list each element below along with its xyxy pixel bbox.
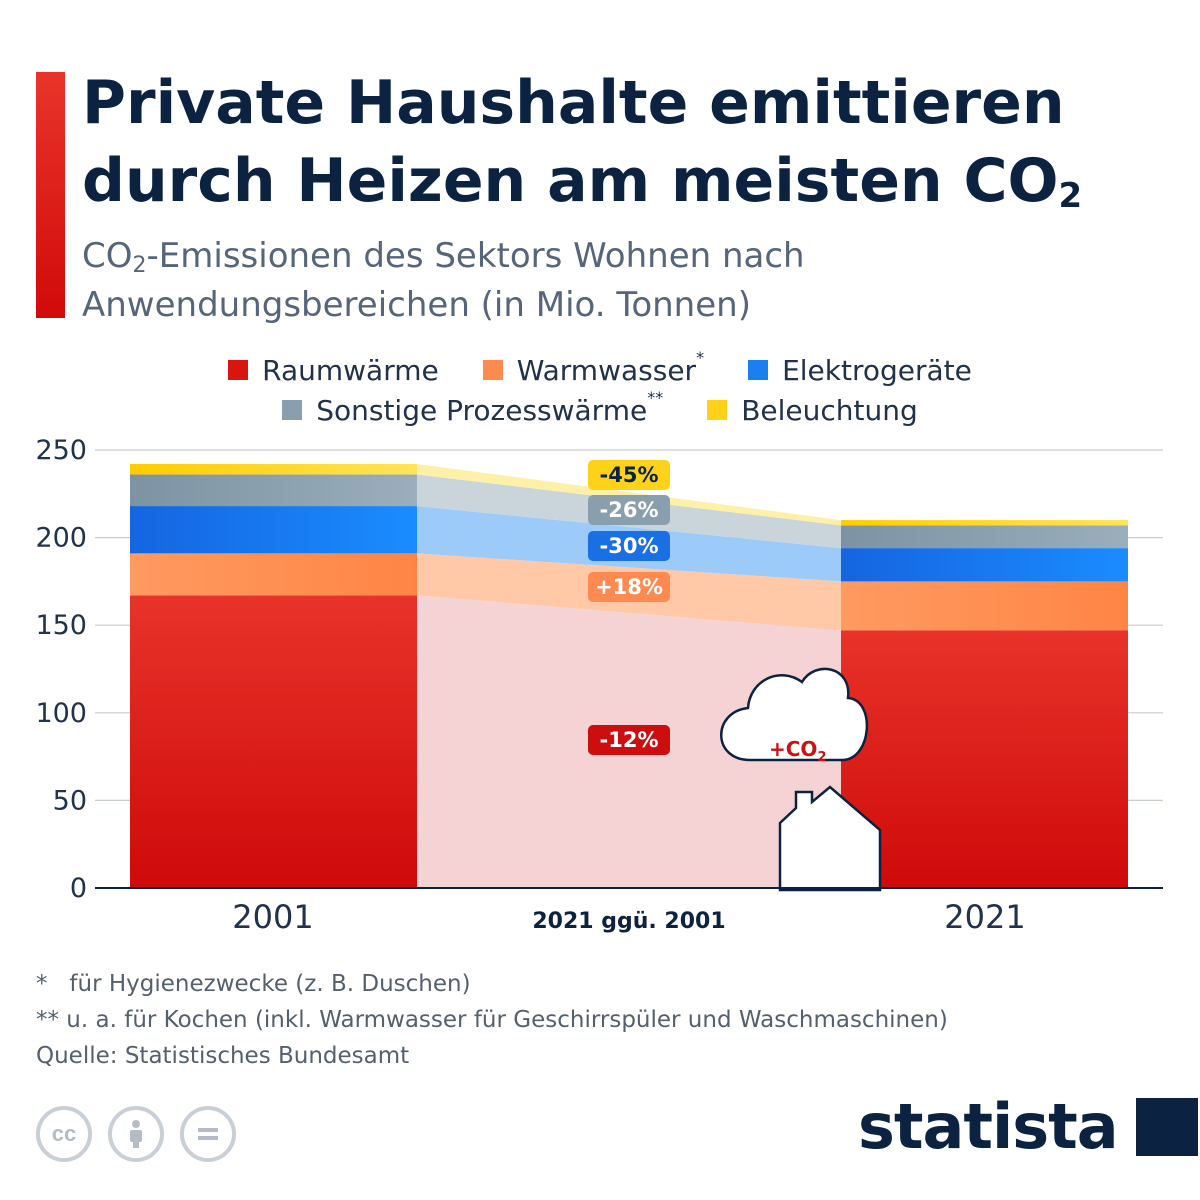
- bar-segment: [130, 464, 417, 475]
- bar-segment: [130, 553, 417, 596]
- legend-label: Warmwasser: [516, 353, 697, 387]
- legend-item-sonstige: Sonstige Prozesswärme**: [282, 388, 663, 427]
- bar-segment: [130, 474, 417, 507]
- change-badge-label: +18%: [595, 575, 663, 599]
- x-axis-label: 2021: [944, 898, 1025, 936]
- nd-icon: [180, 1106, 236, 1162]
- legend-footnote-mark: **: [647, 387, 664, 407]
- bars: [130, 464, 1128, 888]
- x-axis-label: 2001: [232, 898, 313, 936]
- change-badge-label: -30%: [600, 534, 659, 558]
- bar-segment: [130, 595, 417, 888]
- bar-segment: [841, 520, 1128, 526]
- footnote-1: * für Hygienezwecke (z. B. Duschen): [36, 971, 471, 997]
- bar-segment: [841, 581, 1128, 631]
- chart-title: Private Haushalte emittieren durch Heize…: [82, 64, 1172, 229]
- y-tick-label: 50: [53, 785, 87, 816]
- footnotes: * für Hygienezwecke (z. B. Duschen) ** u…: [36, 966, 948, 1074]
- legend-item-beleuchtung: Beleuchtung: [707, 394, 918, 427]
- cloud-icon: +CO2: [720, 667, 869, 765]
- legend-row-1: Raumwärme Warmwasser* Elektrogeräte: [0, 348, 1200, 390]
- comparison-label: 2021 ggü. 2001: [532, 909, 725, 934]
- legend-label: Beleuchtung: [741, 393, 918, 427]
- subtitle-co: CO: [82, 236, 133, 276]
- cloud-co2-label: +CO2: [769, 737, 826, 765]
- change-badge: [588, 725, 670, 755]
- title-line-2: durch Heizen am meisten CO: [82, 146, 1059, 216]
- legend-row-2: Sonstige Prozesswärme** Beleuchtung: [0, 388, 1200, 430]
- legend-swatch: [282, 400, 303, 420]
- change-badge-label: -26%: [600, 498, 659, 522]
- change-badge: [588, 495, 670, 525]
- y-tick-label: 100: [35, 698, 87, 729]
- change-badge-label: -12%: [600, 728, 659, 752]
- bar-segment: [841, 525, 1128, 549]
- legend-swatch: [228, 360, 249, 380]
- chart-subtitle: CO2-Emissionen des Sektors Wohnen nach A…: [82, 234, 1082, 327]
- legend-footnote-mark: *: [696, 347, 705, 367]
- legend-item-warmwasser: Warmwasser*: [482, 348, 704, 387]
- change-badge: [588, 572, 670, 602]
- bar-segment: [841, 548, 1128, 582]
- y-tick-label: 150: [35, 610, 87, 641]
- title-accent-bar: [36, 72, 65, 318]
- change-badge-label: -45%: [600, 463, 659, 487]
- legend-swatch: [707, 400, 728, 420]
- y-tick-label: 0: [70, 873, 87, 904]
- y-tick-label: 250: [35, 435, 87, 466]
- title-subscript: 2: [1058, 176, 1083, 216]
- chart-legend: Raumwärme Warmwasser* Elektrogeräte Sons…: [0, 348, 1200, 430]
- y-axis-ticks: 0 50 100 150 200 250: [35, 435, 87, 904]
- legend-item-raumwaerme: Raumwärme: [228, 354, 439, 387]
- bar-segment: [841, 630, 1128, 888]
- legend-label: Sonstige Prozesswärme: [316, 393, 648, 427]
- x-axis-labels: 2001 2021 2021 ggü. 2001: [232, 898, 1025, 936]
- house-cloud-illustration: +CO2: [720, 667, 882, 892]
- license-icons: cc: [36, 1106, 236, 1162]
- subtitle-subscript: 2: [132, 253, 147, 278]
- subtitle-rest: -Emissionen des Sektors Wohnen nach: [146, 236, 805, 276]
- source-note: Quelle: Statistisches Bundesamt: [36, 1043, 410, 1069]
- cc-icon: cc: [36, 1106, 92, 1162]
- bar-segment: [130, 506, 417, 554]
- y-tick-label: 200: [35, 523, 87, 554]
- legend-swatch: [748, 360, 769, 380]
- legend-label: Elektrogeräte: [782, 353, 972, 387]
- footnote-2: ** u. a. für Kochen (inkl. Warmwasser fü…: [36, 1007, 948, 1033]
- change-badge: [588, 460, 670, 490]
- change-band: [417, 464, 841, 526]
- legend-swatch: [482, 360, 503, 380]
- subtitle-line-2: Anwendungsbereichen (in Mio. Tonnen): [82, 285, 751, 325]
- change-badges: -12% +18% -30% -26% -45%: [588, 460, 670, 755]
- brand-name: statista: [858, 1090, 1119, 1163]
- title-line-1: Private Haushalte emittieren: [82, 68, 1065, 138]
- legend-item-elektrogeraete: Elektrogeräte: [748, 354, 972, 387]
- statista-mark-icon: [1135, 1097, 1198, 1156]
- by-icon: [108, 1106, 164, 1162]
- stacked-bar-chart: 0 50 100 150 200 250 +CO2 -12% +18% -30% -26% -45…: [35, 435, 1163, 936]
- house-icon: [778, 785, 882, 892]
- change-badge: [588, 531, 670, 561]
- legend-label: Raumwärme: [262, 353, 439, 387]
- statista-logo: statista: [858, 1090, 1198, 1163]
